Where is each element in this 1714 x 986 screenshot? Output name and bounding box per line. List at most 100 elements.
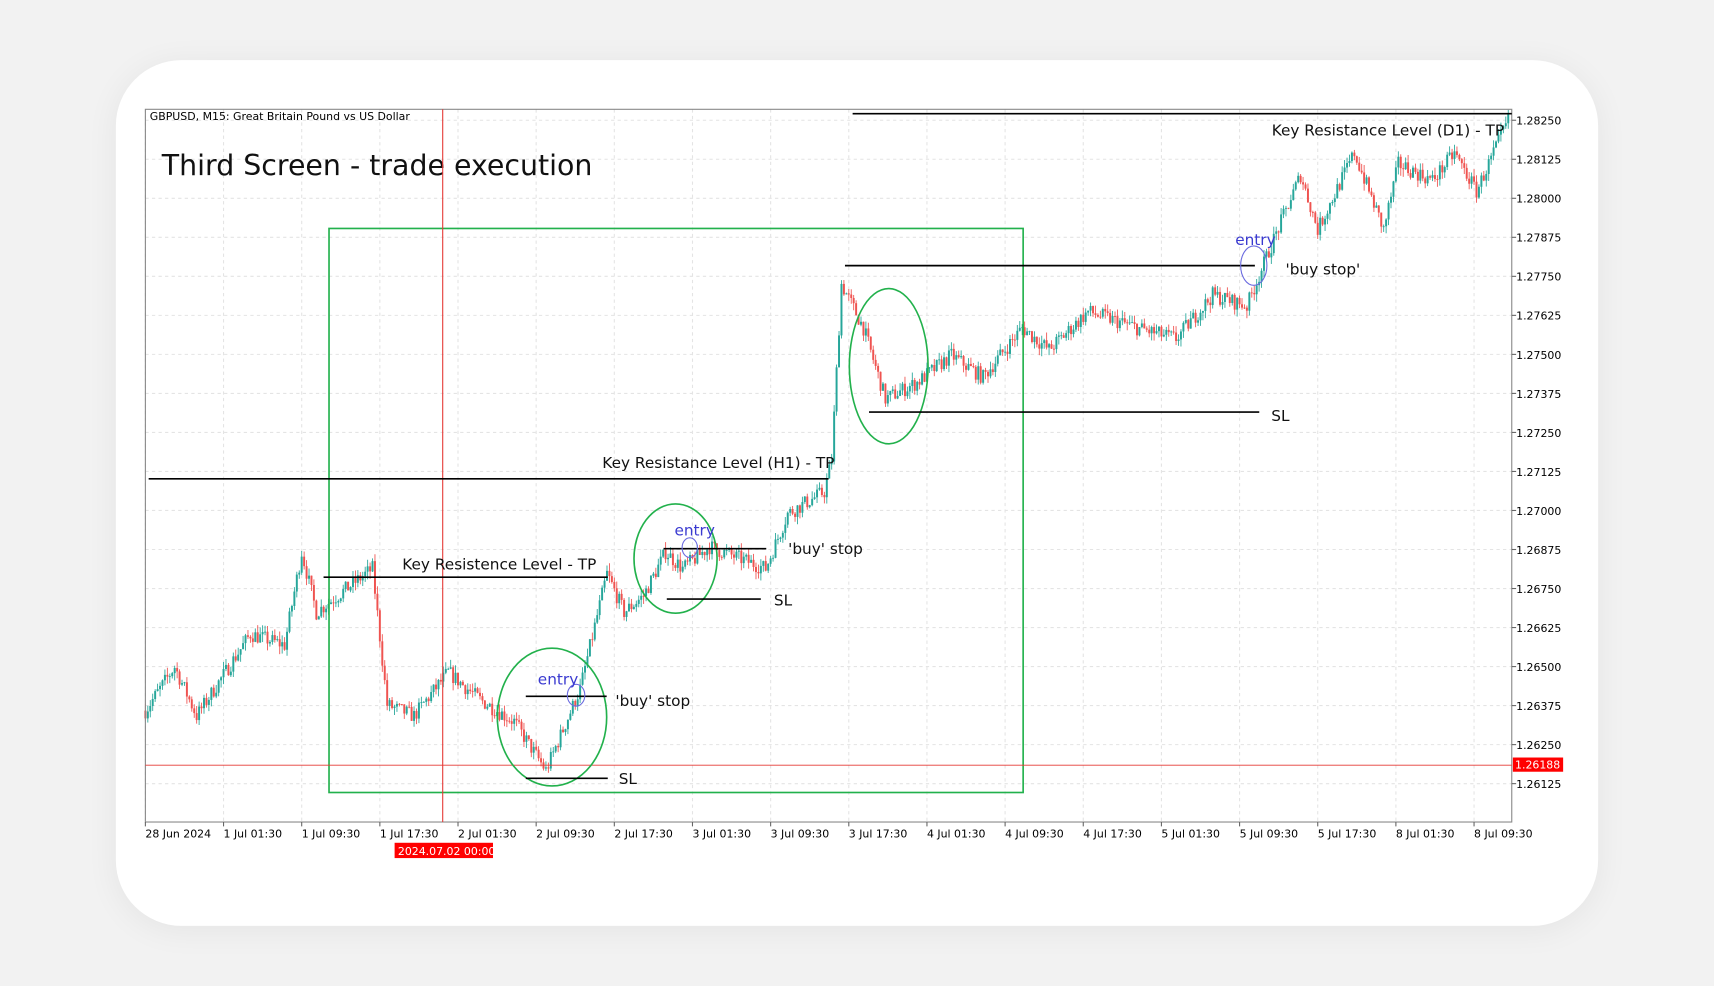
candle-body [229,671,232,676]
candle-body [337,601,340,603]
candle-body [308,575,311,579]
candle-body [669,553,672,558]
candle-body [767,563,770,571]
candle-body [203,697,205,709]
candle-body [293,591,296,606]
candle-body [422,701,425,703]
candle-body [1138,327,1141,336]
candle-body [586,656,589,666]
candle-body [1348,161,1351,163]
candle-body [530,739,533,753]
candle-body [730,548,733,555]
candle-body [1187,320,1190,329]
candle-body [1057,335,1060,337]
candle-body [1179,331,1182,340]
candle-body [205,697,208,705]
candle-body [503,711,506,721]
y-tick-label: 1.27375 [1516,388,1561,401]
candle-body [1284,207,1287,209]
candle-body [1421,169,1424,179]
candle-body [166,674,169,677]
candle-body [889,391,892,396]
candle-body [1458,154,1461,160]
candle-body [1160,326,1163,337]
candle-body [1155,331,1158,334]
candle-body [579,684,582,700]
candle-body [1197,320,1200,323]
candle-body [818,487,821,490]
candle-body [312,585,315,601]
candle-body [640,595,643,600]
candle-body [833,411,836,462]
candle-body [1072,329,1075,335]
candle-body [264,631,267,633]
candle-body [1292,189,1295,201]
candle-body [149,705,152,712]
price-axis[interactable]: 1.28250 1.28125 1.28000 1.27875 1.27750 1.276… [1511,115,1562,791]
candle-body [840,283,843,336]
time-axis[interactable]: 28 Jun 2024 1 Jul 01:30 1 Jul 09:30 1 Jul 1… [144,822,1533,840]
candle-body [972,366,975,367]
candle-body [408,706,411,708]
candle-body [1424,178,1427,184]
candle-body [1253,292,1256,295]
x-tick-label: 3 Jul 17:30 [849,827,908,840]
y-tick-label: 1.27750 [1516,271,1561,284]
candle-body [298,572,301,575]
candle-body [395,703,398,707]
candle-body [1162,334,1165,337]
candle-body [271,635,274,642]
candle-body [1306,188,1309,203]
candle-body [525,735,528,742]
chart-title: Third Screen - trade execution [161,149,593,182]
candle-body [334,602,337,604]
candle-body [1116,316,1119,329]
candle-body [491,703,494,716]
candle-body [603,580,606,588]
candle-body [1387,202,1390,220]
candle-body [339,598,342,602]
candle-body [442,672,445,682]
candle-body [886,395,889,404]
candle-body [1082,314,1085,322]
candle-body [178,671,181,685]
candle-body [1087,310,1090,313]
candle-body [1030,331,1033,343]
candle-body [632,606,635,610]
candle-body [1167,329,1170,333]
candle-body [1004,351,1007,353]
candle-body [1211,287,1214,306]
card [115,60,1599,926]
candle-body [1338,184,1341,190]
candle-body [789,509,792,513]
candle-body [483,700,486,709]
candle-body [1331,201,1334,204]
candle-body [576,699,579,707]
crosshair-price-label: 1.26188 [1515,758,1560,771]
candle-body [354,577,357,583]
x-tick-label: 4 Jul 17:30 [1083,827,1142,840]
candle-body [693,558,696,564]
candle-body [1045,340,1048,348]
candle-body [1497,134,1500,142]
candle-body [1368,177,1371,192]
candle-body [1245,307,1248,311]
candle-body [757,572,760,574]
candle-body [156,689,159,692]
candle-body [510,721,513,724]
candle-body [725,549,728,551]
candle-body [1316,222,1319,235]
candle-body [835,367,838,412]
candle-body [181,683,184,685]
candle-body [806,496,809,508]
candle-body [635,603,638,607]
candle-body [566,719,569,730]
candle-body [967,363,970,370]
candle-body [1333,198,1336,202]
candle-body [1270,253,1273,258]
candle-body [215,692,218,697]
candle-body [1175,332,1178,342]
candle-body [1343,167,1346,173]
candle-body [151,698,154,706]
candle-body [371,561,374,572]
